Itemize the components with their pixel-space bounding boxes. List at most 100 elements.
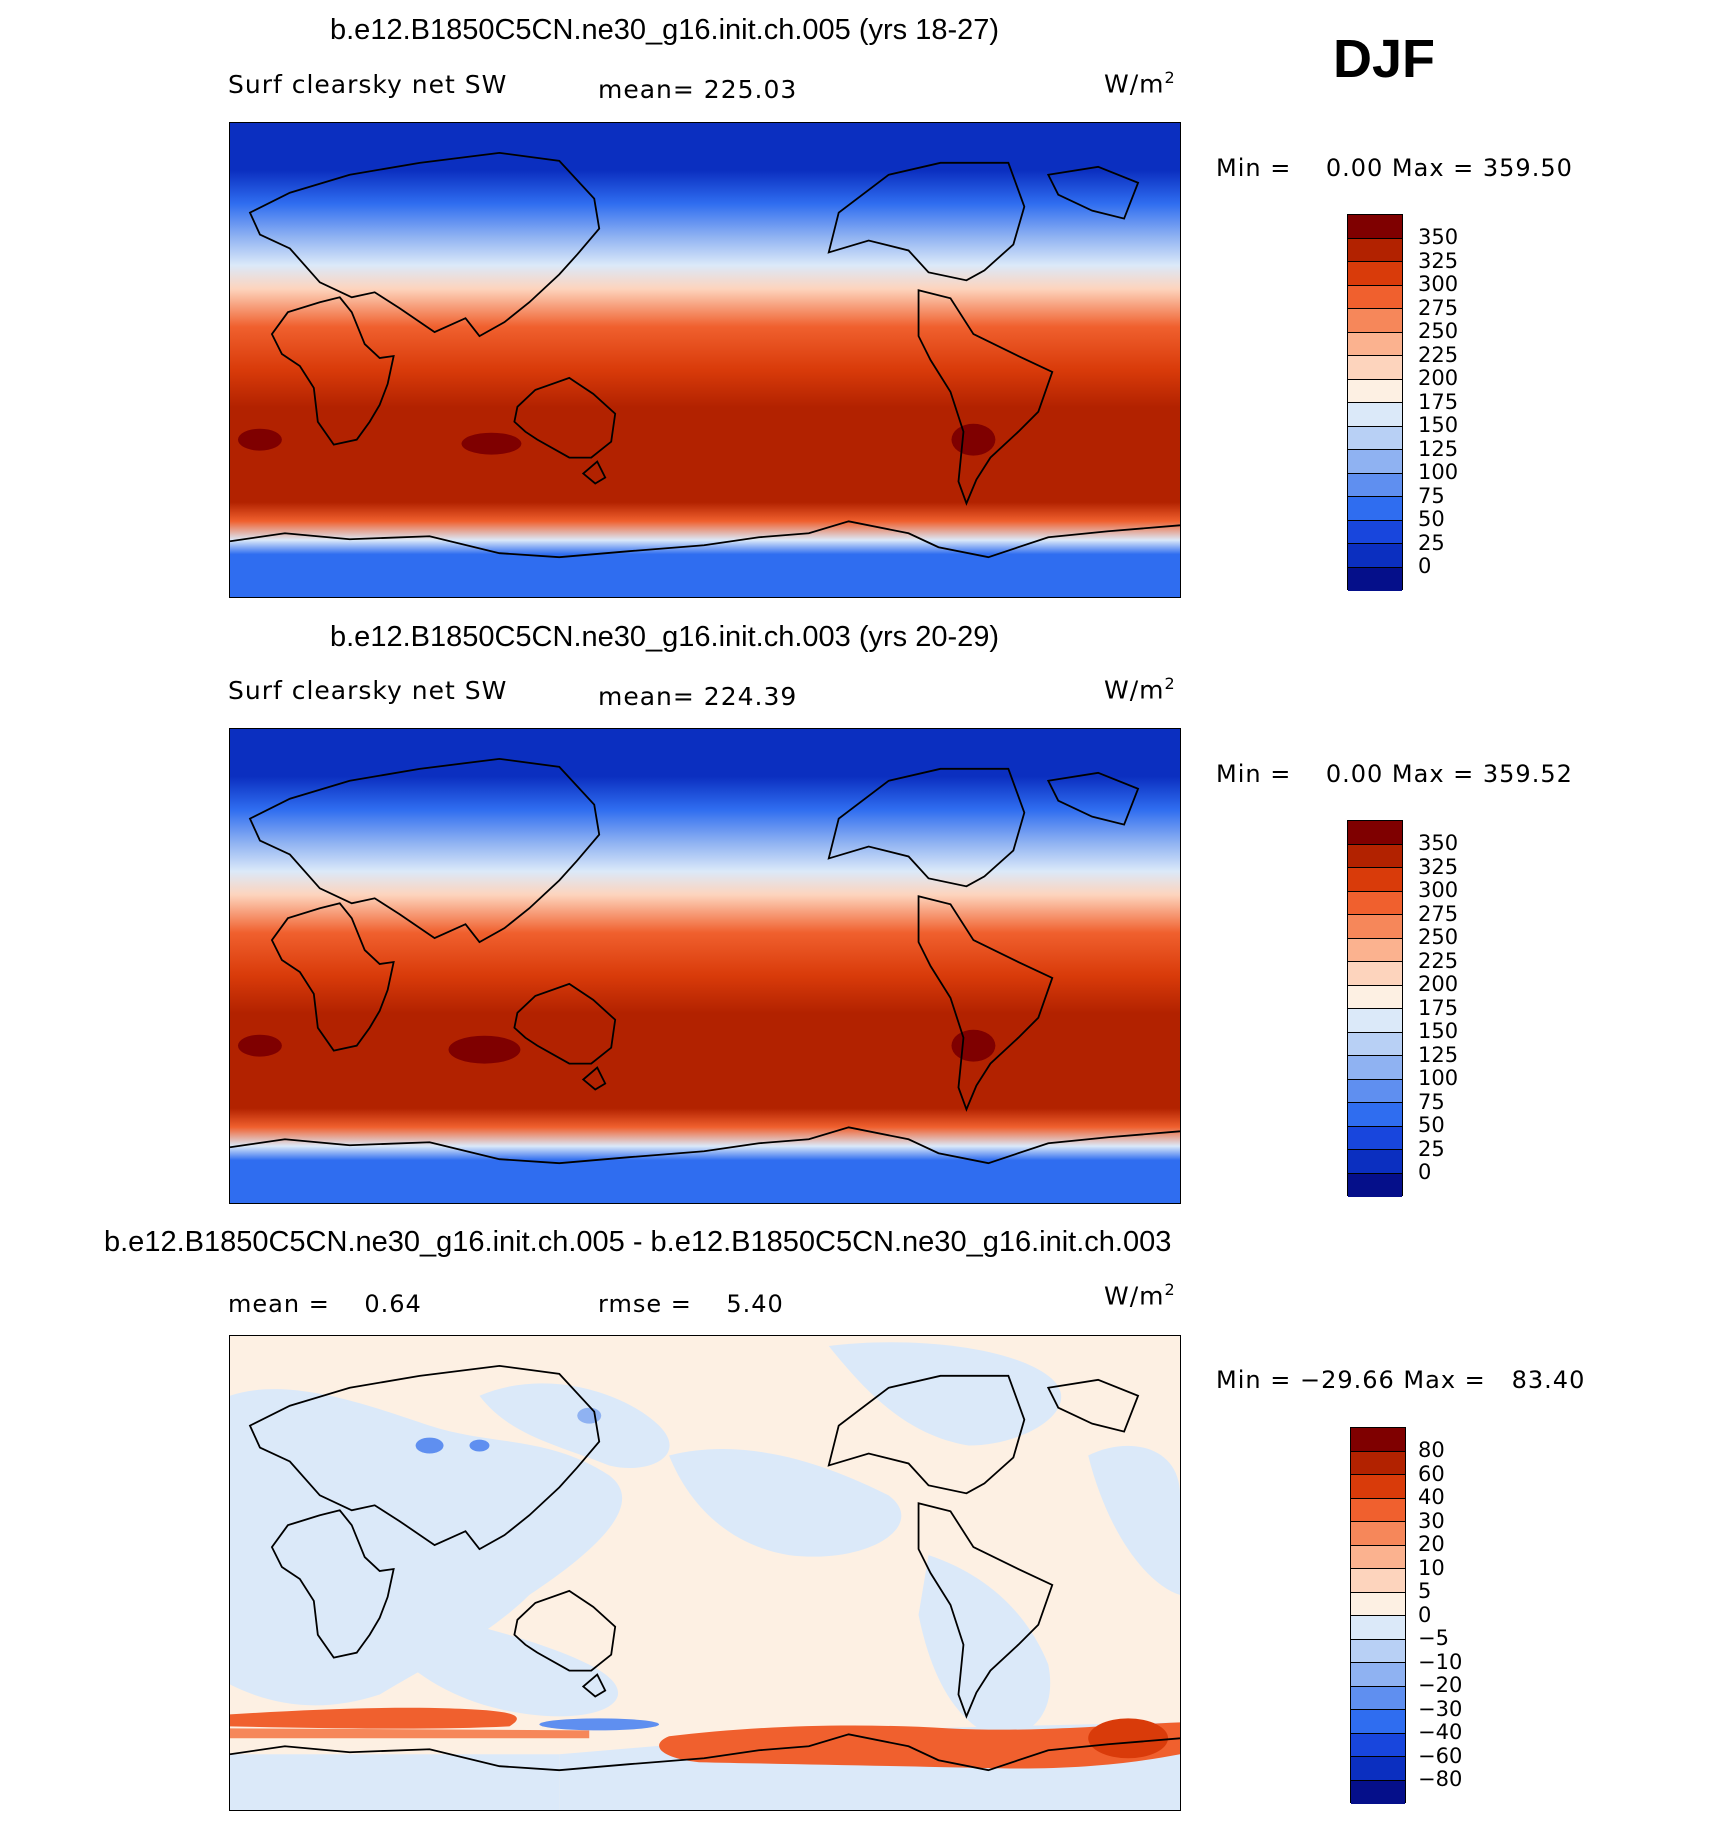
cb-swatch (1351, 1757, 1405, 1781)
panel-3-minmax: Min = −29.66 Max = 83.40 (1216, 1366, 1586, 1394)
max-patch (448, 1035, 521, 1064)
panel-1-mean-label: mean= 225.03 (598, 75, 798, 104)
cb-swatch (1351, 1428, 1405, 1452)
cb-label: 0 (1418, 554, 1432, 578)
cb-swatch (1351, 1686, 1405, 1710)
cb-label: 300 (1418, 878, 1459, 902)
panel-2-colorbar (1347, 820, 1403, 1197)
cb-swatch (1348, 332, 1402, 356)
panel-2-map (229, 728, 1181, 1204)
cb-swatch (1348, 426, 1402, 450)
cb-swatch (1348, 356, 1402, 380)
max-patch (951, 423, 996, 456)
positive-band (230, 1707, 1180, 1769)
cb-label: −80 (1418, 1767, 1463, 1791)
cb-label: 325 (1418, 248, 1459, 273)
panel-2-units: W/m2 (1104, 674, 1176, 705)
cb-swatch (1348, 215, 1402, 239)
cb-label: −5 (1418, 1626, 1449, 1650)
cb-swatch (1351, 1733, 1405, 1757)
cb-swatch (1348, 473, 1402, 497)
cb-swatch (1351, 1569, 1405, 1593)
cb-label: 125 (1418, 1042, 1459, 1067)
cb-swatch (1351, 1710, 1405, 1734)
panel-1-colorbar-labels: 350 325 300 275 250 225 200 175 150 125 … (1418, 225, 1459, 579)
cb-swatch (1348, 450, 1402, 474)
cb-swatch (1351, 1498, 1405, 1522)
cb-swatch (1348, 1173, 1402, 1197)
panel-2-title: b.e12.B1850C5CN.ne30_g16.init.ch.003 (yr… (330, 621, 1000, 653)
panel-2-colorbar-labels: 350 325 300 275 250 225 200 175 150 125 … (1418, 831, 1459, 1185)
cb-label: 200 (1418, 972, 1459, 996)
cb-swatch (1348, 844, 1402, 868)
cb-swatch (1351, 1522, 1405, 1546)
cb-label: 25 (1418, 530, 1445, 555)
panel-3-units: W/m2 (1104, 1280, 1176, 1311)
cb-label: −30 (1418, 1696, 1463, 1721)
coastlines (230, 151, 1180, 559)
panel-3-colorbar-labels: 80 60 40 30 20 10 5 0 −5 −10 −20 −30 −40… (1418, 1438, 1463, 1792)
panel-3-mean-label: mean = 0.64 (228, 1290, 422, 1318)
cb-label: 150 (1418, 1019, 1459, 1043)
cb-swatch (1348, 1126, 1402, 1150)
cb-swatch (1348, 985, 1402, 1009)
cb-label: 25 (1418, 1136, 1445, 1161)
panel-1-title: b.e12.B1850C5CN.ne30_g16.init.ch.005 (yr… (330, 14, 1000, 46)
sw-field (230, 729, 1180, 1203)
cb-swatch (1348, 262, 1402, 286)
cb-swatch (1351, 1451, 1405, 1475)
cb-swatch (1348, 1056, 1402, 1080)
cb-swatch (1348, 309, 1402, 333)
panel-2-variable-label: Surf clearsky net SW (228, 676, 508, 705)
cb-label: 0 (1418, 1160, 1432, 1184)
cb-label: 225 (1418, 342, 1459, 367)
cb-swatch (1348, 891, 1402, 915)
cb-label: 175 (1418, 389, 1459, 414)
cb-swatch (1348, 544, 1402, 568)
cb-label: 0 (1418, 1602, 1432, 1627)
panel-3-rmse-label: rmse = 5.40 (598, 1290, 784, 1318)
sw-field (230, 123, 1180, 597)
cb-swatch (1348, 238, 1402, 262)
negative-patch (577, 1407, 602, 1424)
cb-label: 30 (1418, 1508, 1445, 1533)
cb-label: −60 (1418, 1743, 1463, 1768)
cb-label: 10 (1418, 1555, 1445, 1580)
cb-swatch (1348, 567, 1402, 591)
cb-swatch (1348, 938, 1402, 962)
cb-label: −40 (1418, 1720, 1463, 1744)
cb-label: −10 (1418, 1649, 1463, 1674)
max-patch (237, 1034, 282, 1057)
max-patch (237, 428, 282, 451)
panel-1-units: W/m2 (1104, 68, 1176, 99)
cb-label: 80 (1418, 1438, 1445, 1462)
panel-1-variable-label: Surf clearsky net SW (228, 70, 508, 99)
panel-2-mean-label: mean= 224.39 (598, 682, 798, 711)
cb-swatch (1348, 285, 1402, 309)
cb-swatch (1351, 1780, 1405, 1804)
max-patch (461, 432, 522, 455)
cb-swatch (1351, 1545, 1405, 1569)
cb-label: 350 (1418, 831, 1459, 855)
season-label: DJF (1333, 29, 1436, 89)
cb-label: 350 (1418, 225, 1459, 249)
cb-label: 125 (1418, 436, 1459, 461)
cb-swatch (1351, 1616, 1405, 1640)
panel-1-map (229, 122, 1181, 598)
cb-label: 250 (1418, 925, 1459, 949)
cb-label: 275 (1418, 295, 1459, 320)
cb-swatch (1348, 497, 1402, 521)
coastlines (230, 757, 1180, 1165)
cb-swatch (1348, 915, 1402, 939)
cb-swatch (1348, 821, 1402, 845)
panel-3-map (229, 1335, 1181, 1811)
cb-label: 50 (1418, 507, 1445, 531)
panel-1-colorbar (1347, 214, 1403, 591)
cb-swatch (1348, 868, 1402, 892)
cb-label: 40 (1418, 1485, 1445, 1509)
cb-label: 20 (1418, 1532, 1445, 1556)
cb-label: 200 (1418, 366, 1459, 390)
cb-label: 100 (1418, 460, 1459, 484)
negative-patch (415, 1437, 444, 1454)
cb-swatch (1348, 379, 1402, 403)
